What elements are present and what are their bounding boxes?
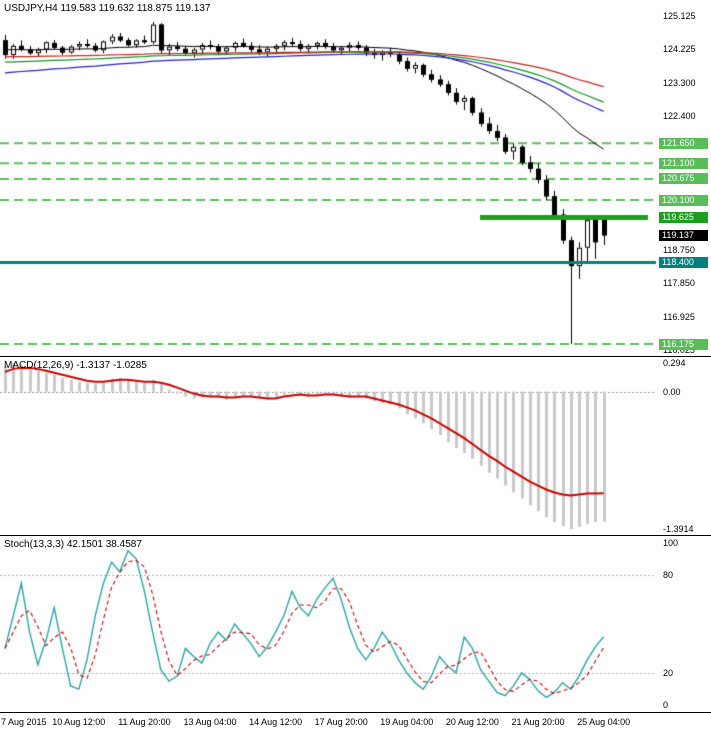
- time-axis-label: 25 Aug 04:00: [577, 717, 631, 727]
- price-chart-canvas[interactable]: [0, 0, 711, 356]
- price-level-tag: 116.175: [659, 339, 708, 350]
- stochastic-scale-label: 80: [663, 570, 674, 580]
- time-axis-label: 10 Aug 12:00: [52, 717, 106, 727]
- price-scale-label: 116.925: [663, 312, 695, 322]
- price-level-tag: 118.400: [659, 257, 708, 268]
- price-scale-label: 124.225: [663, 44, 696, 54]
- price-level-tag: 121.100: [659, 158, 708, 169]
- time-axis: 7 Aug 2015 10 Aug 12:00 11 Aug 20:00 13 Aug…: [0, 713, 711, 733]
- stochastic-scale-label: 100: [663, 538, 679, 548]
- stochastic-scale-label: 0: [663, 700, 669, 710]
- price-level-tag: 121.650: [659, 138, 708, 149]
- time-axis-label: 13 Aug 04:00: [183, 717, 237, 727]
- time-axis-label: 14 Aug 12:00: [249, 717, 303, 727]
- current-price-tag: 119.137: [659, 230, 708, 241]
- price-scale-label: 123.300: [663, 78, 696, 88]
- price-level-tag: 119.625: [659, 212, 708, 223]
- time-axis-label: 17 Aug 20:00: [314, 717, 368, 727]
- price-level-tag: 120.100: [659, 195, 708, 206]
- time-axis-label: 7 Aug 2015: [1, 717, 47, 727]
- price-scale-label: 122.400: [663, 111, 696, 121]
- macd-scale-label: -1.3914: [663, 524, 694, 534]
- symbol-ohlc-label: USDJPY,H4 119.583 119.632 118.875 119.13…: [4, 3, 211, 14]
- price-scale-label: 116.025: [663, 345, 695, 355]
- price-panel: USDJPY,H4 119.583 119.632 118.875 119.13…: [0, 0, 711, 357]
- time-axis-label: 11 Aug 20:00: [118, 717, 171, 727]
- price-scale-label: 118.750: [663, 245, 695, 255]
- price-level-tag: 120.675: [659, 173, 708, 184]
- stochastic-canvas[interactable]: [0, 536, 711, 712]
- macd-scale-label: 0.00: [663, 387, 681, 397]
- stochastic-indicator-label: Stoch(13,3,3) 42.1501 38.4587: [4, 539, 142, 550]
- time-axis-label: 20 Aug 12:00: [445, 717, 499, 727]
- macd-indicator-label: MACD(12,26,9) -1.3137 -1.0285: [4, 360, 147, 371]
- stochastic-scale-label: 20: [663, 668, 674, 678]
- macd-panel: MACD(12,26,9) -1.3137 -1.0285 0.294 0.00 -…: [0, 357, 711, 536]
- macd-canvas[interactable]: [0, 357, 711, 535]
- price-scale-label: 117.850: [663, 278, 695, 288]
- time-axis-label: 21 Aug 20:00: [511, 717, 565, 727]
- macd-scale-label: 0.294: [663, 358, 686, 368]
- price-scale-label: 125.125: [663, 11, 696, 21]
- stochastic-panel: Stoch(13,3,3) 42.1501 38.4587 100 80 20 0: [0, 536, 711, 713]
- time-axis-label: 19 Aug 04:00: [380, 717, 434, 727]
